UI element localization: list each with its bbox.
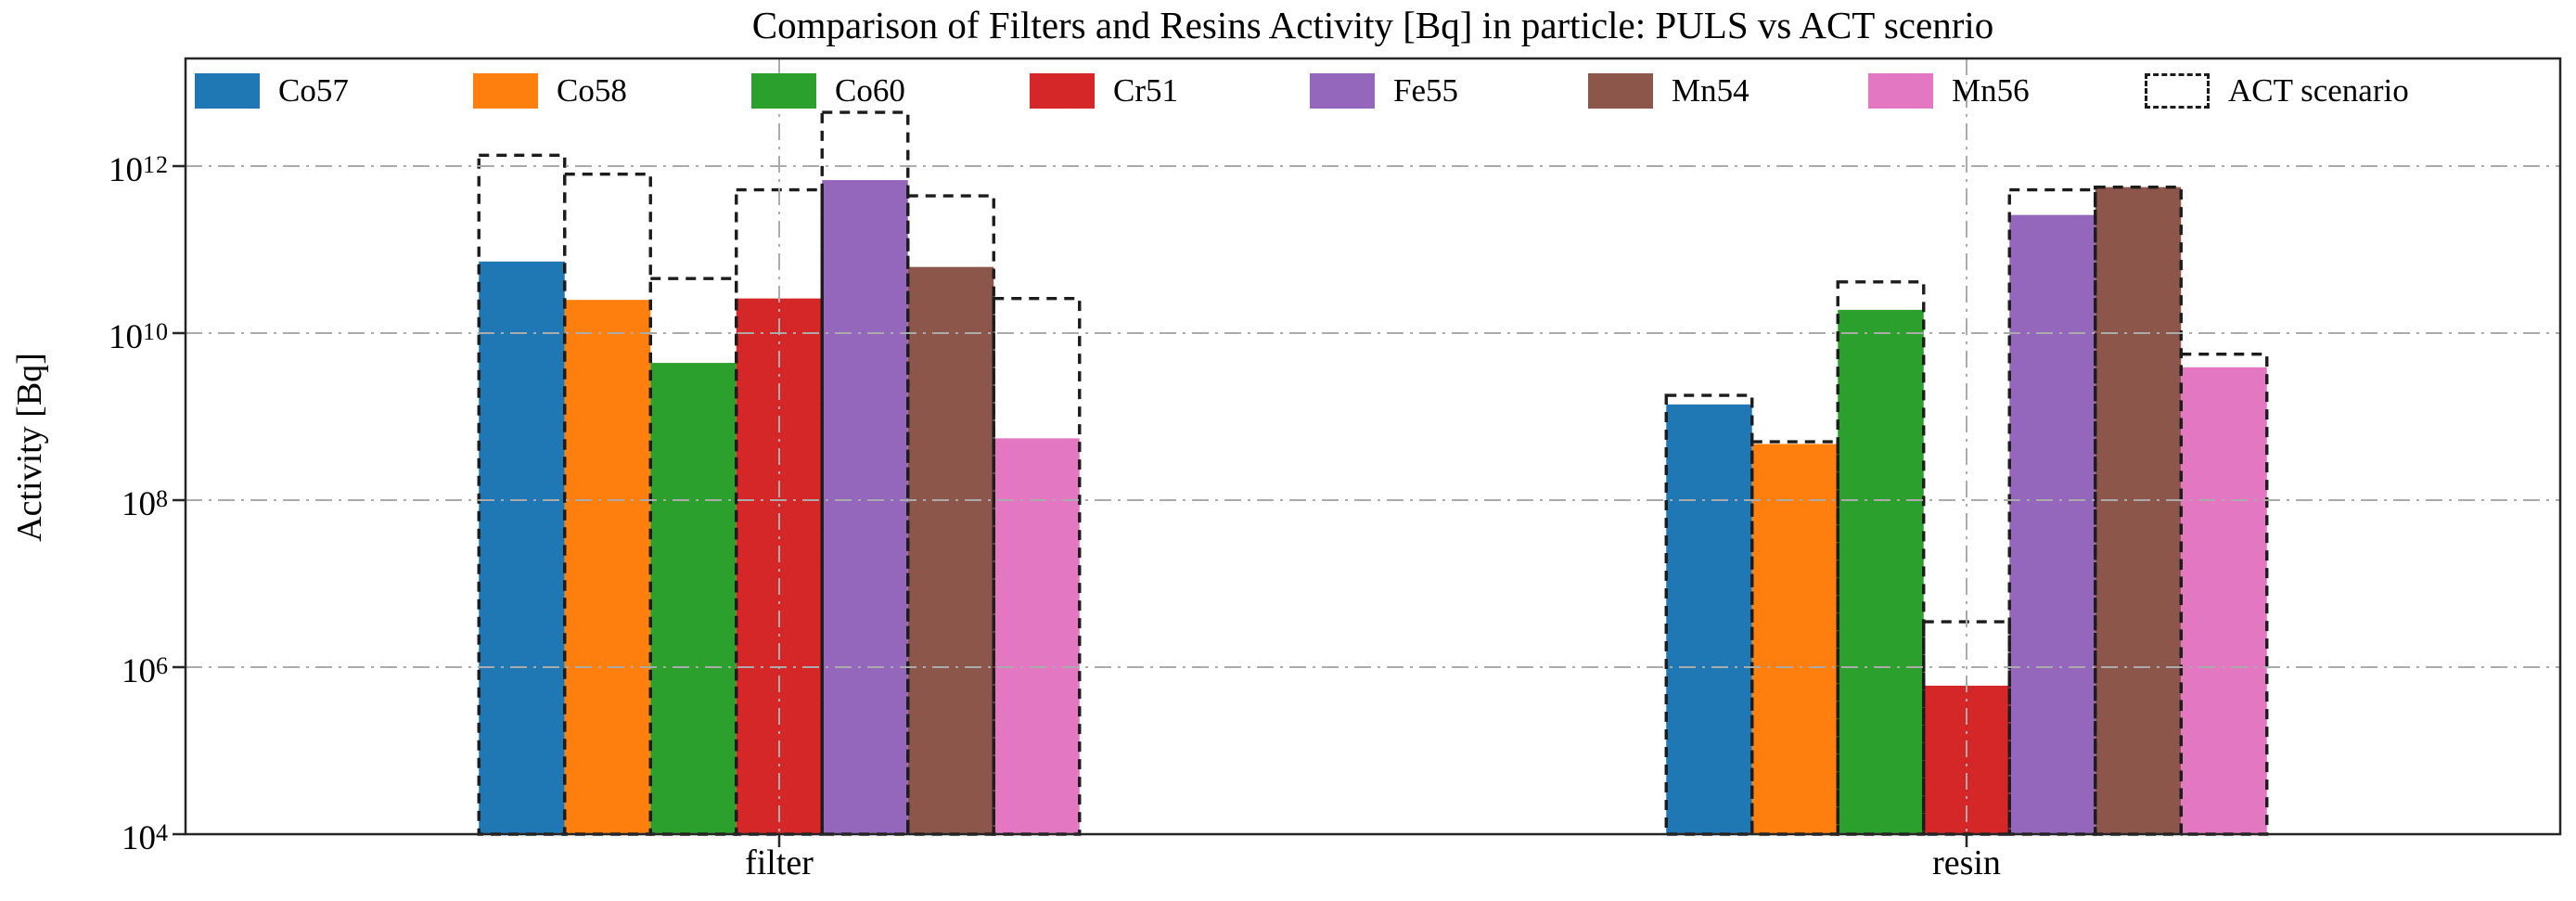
bar-filter-Fe55 bbox=[822, 180, 908, 834]
act-bar-resin-Fe55 bbox=[2007, 187, 2097, 836]
x-tick-label-resin: resin bbox=[1932, 843, 2001, 882]
legend-item-cr51: Cr51 bbox=[1030, 71, 1178, 111]
y-tick-label-1e6: 106 bbox=[122, 652, 169, 690]
fe55-color-swatch-icon bbox=[1310, 73, 1375, 109]
legend-item-co58: Co58 bbox=[473, 71, 627, 111]
co60-color-swatch-icon bbox=[751, 73, 816, 109]
legend-label-mn56: Mn56 bbox=[1952, 72, 2030, 109]
chart-title: Comparison of Filters and Resins Activit… bbox=[751, 4, 1994, 46]
y-tick-label-1e4: 104 bbox=[122, 819, 169, 857]
act-bar-filter-Mn56 bbox=[992, 296, 1082, 836]
bar-filter-Co58 bbox=[564, 300, 651, 834]
legend-label-act-scenario: ACT scenario bbox=[2228, 72, 2409, 109]
legend-item-fe55: Fe55 bbox=[1310, 71, 1458, 111]
plot-border bbox=[184, 57, 2562, 836]
bar-filter-Co57 bbox=[479, 261, 565, 834]
legend-item-mn54: Mn54 bbox=[1588, 71, 1749, 111]
legend-label-co60: Co60 bbox=[835, 72, 905, 109]
act-scenario-dashed-swatch-icon bbox=[2145, 73, 2210, 109]
legend-label-cr51: Cr51 bbox=[1113, 72, 1178, 109]
x-tick-label-filter: filter bbox=[745, 843, 814, 882]
legend-label-mn54: Mn54 bbox=[1672, 72, 1749, 109]
legend-label-co58: Co58 bbox=[557, 72, 627, 109]
co58-color-swatch-icon bbox=[473, 73, 538, 109]
bar-resin-Mn56 bbox=[2181, 367, 2267, 834]
legend-item-mn56: Mn56 bbox=[1868, 71, 2030, 111]
bar-resin-Mn54 bbox=[2095, 187, 2182, 834]
y-tick-label-1e8: 108 bbox=[122, 485, 169, 523]
legend-item-act-scenario: ACT scenario bbox=[2145, 71, 2409, 111]
bar-resin-Co57 bbox=[1666, 404, 1752, 834]
mn54-color-swatch-icon bbox=[1588, 73, 1653, 109]
bar-filter-Co60 bbox=[650, 363, 737, 834]
cr51-color-swatch-icon bbox=[1030, 73, 1095, 109]
bar-resin-Fe55 bbox=[2009, 214, 2095, 834]
act-bar-filter-Co60 bbox=[648, 277, 738, 836]
legend-item-co57: Co57 bbox=[195, 71, 349, 111]
y-tick-label-1e12: 1012 bbox=[109, 151, 169, 189]
legend-label-fe55: Fe55 bbox=[1393, 72, 1458, 109]
act-bar-filter-Co58 bbox=[563, 173, 652, 836]
legend-item-co60: Co60 bbox=[751, 71, 905, 111]
mn56-color-swatch-icon bbox=[1868, 73, 1933, 109]
act-bar-resin-Co60 bbox=[1836, 280, 1926, 836]
legend-label-co57: Co57 bbox=[278, 72, 349, 109]
bar-resin-Co58 bbox=[1751, 444, 1839, 834]
co57-color-swatch-icon bbox=[195, 73, 260, 109]
bar-filter-Mn54 bbox=[907, 266, 994, 834]
bar-filter-Mn56 bbox=[993, 438, 1080, 834]
bar-resin-Co60 bbox=[1838, 309, 1924, 834]
y-tick-label-1e10: 1010 bbox=[109, 318, 169, 356]
